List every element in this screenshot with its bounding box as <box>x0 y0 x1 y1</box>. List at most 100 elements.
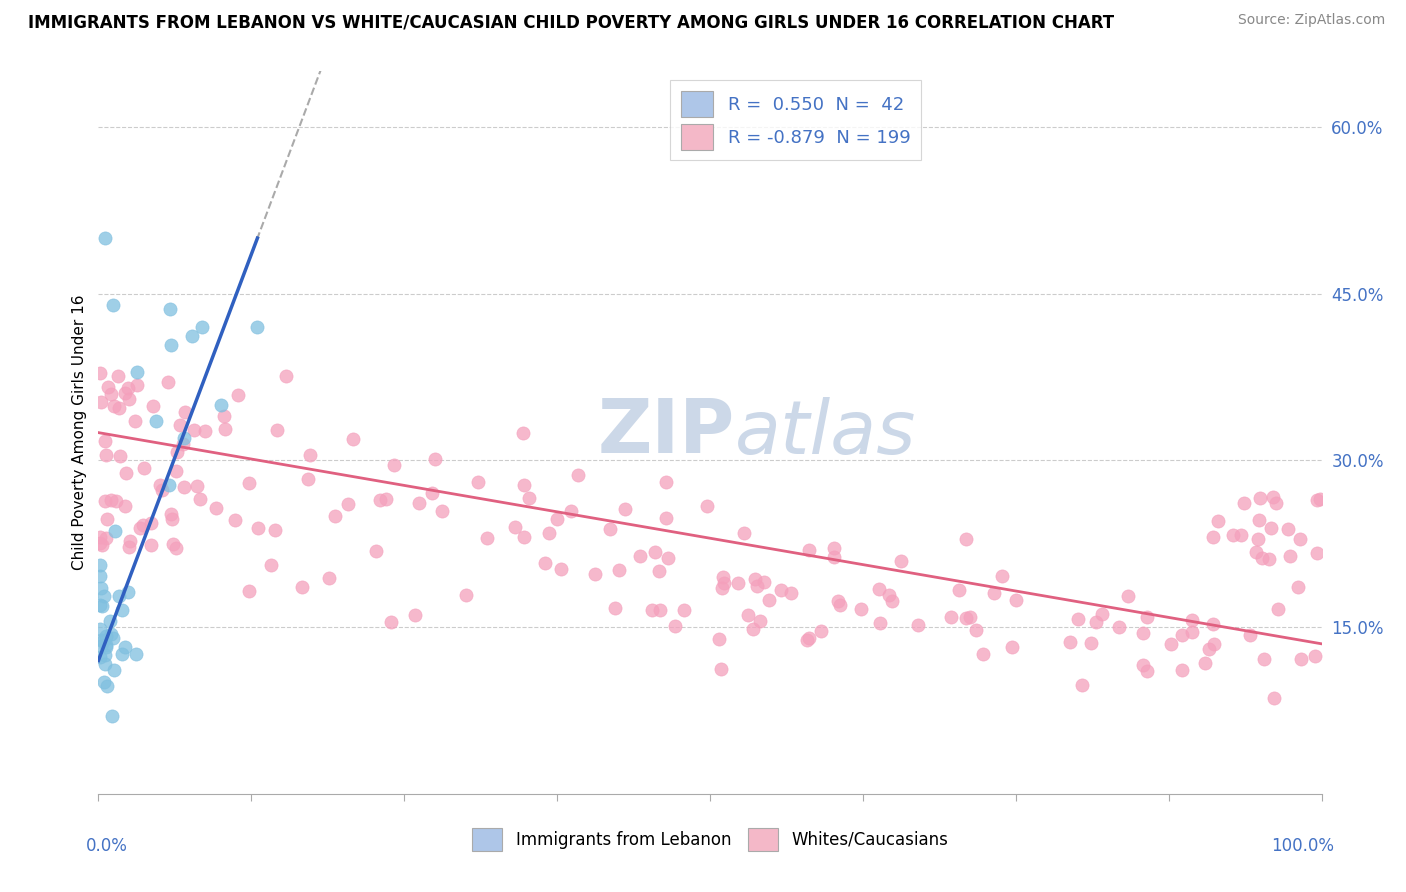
Point <box>382 458 405 472</box>
Point <box>89 569 111 583</box>
Point <box>769 582 792 597</box>
Point <box>159 302 181 317</box>
Text: 0.0%: 0.0% <box>86 838 128 855</box>
Point <box>503 520 526 534</box>
Point <box>713 575 735 590</box>
Point <box>1085 615 1108 629</box>
Point <box>1108 620 1130 634</box>
Point <box>162 537 184 551</box>
Point <box>1067 611 1090 625</box>
Point <box>456 588 478 602</box>
Point <box>166 444 188 458</box>
Point <box>94 657 117 671</box>
Point <box>325 508 347 523</box>
Point <box>780 585 803 599</box>
Point <box>657 551 679 566</box>
Point <box>1132 625 1154 640</box>
Point <box>89 530 111 544</box>
Point <box>1202 530 1225 544</box>
Point <box>194 424 217 438</box>
Point <box>614 501 637 516</box>
Point <box>100 627 122 641</box>
Point <box>513 478 536 492</box>
Point <box>650 603 672 617</box>
Point <box>869 616 891 631</box>
Point <box>165 541 187 555</box>
Point <box>1059 635 1081 649</box>
Point <box>96 380 118 394</box>
Point <box>173 405 195 419</box>
Point <box>1233 495 1256 509</box>
Point <box>103 631 125 645</box>
Point <box>959 610 981 624</box>
Point <box>1080 635 1102 649</box>
Point <box>125 647 148 661</box>
Point <box>209 398 232 412</box>
Point <box>1278 549 1301 564</box>
Point <box>420 486 443 500</box>
Point <box>711 570 734 584</box>
Point <box>1198 642 1220 657</box>
Point <box>129 521 152 535</box>
Point <box>1181 613 1204 627</box>
Point <box>93 589 115 603</box>
Point <box>796 633 818 648</box>
Point <box>599 522 621 536</box>
Point <box>1116 589 1139 603</box>
Point <box>165 464 187 478</box>
Point <box>533 556 555 570</box>
Point <box>797 542 820 557</box>
Point <box>1171 663 1194 677</box>
Point <box>1303 648 1326 663</box>
Point <box>546 512 568 526</box>
Point <box>733 526 755 541</box>
Point <box>96 679 118 693</box>
Point <box>142 399 165 413</box>
Point <box>754 574 776 589</box>
Point <box>745 579 768 593</box>
Point <box>101 298 124 312</box>
Point <box>707 632 730 646</box>
Point <box>824 541 846 555</box>
Point <box>173 479 195 493</box>
Point <box>149 478 172 492</box>
Point <box>1132 658 1154 673</box>
Point <box>259 558 281 572</box>
Point <box>226 388 249 402</box>
Point <box>744 572 766 586</box>
Point <box>246 320 269 334</box>
Point <box>246 521 269 535</box>
Point <box>366 543 388 558</box>
Text: atlas: atlas <box>734 397 915 468</box>
Point <box>90 639 112 653</box>
Point <box>125 377 148 392</box>
Point <box>96 638 118 652</box>
Point <box>1001 640 1024 654</box>
Point <box>118 534 141 549</box>
Point <box>117 381 139 395</box>
Point <box>181 328 204 343</box>
Point <box>224 513 246 527</box>
Text: ZIP: ZIP <box>598 396 734 469</box>
Point <box>1306 493 1329 508</box>
Point <box>374 492 396 507</box>
Point <box>291 580 314 594</box>
Point <box>1288 533 1310 547</box>
Point <box>877 588 900 602</box>
Point <box>907 618 929 632</box>
Point <box>101 709 124 723</box>
Point <box>108 401 131 415</box>
Point <box>132 518 155 533</box>
Point <box>190 492 212 507</box>
Point <box>117 392 139 406</box>
Point <box>299 448 322 462</box>
Point <box>186 479 208 493</box>
Point <box>238 583 260 598</box>
Point <box>89 558 111 572</box>
Point <box>214 422 236 436</box>
Point <box>425 452 447 467</box>
Point <box>266 423 288 437</box>
Point <box>89 622 111 636</box>
Point <box>696 499 718 513</box>
Point <box>641 603 664 617</box>
